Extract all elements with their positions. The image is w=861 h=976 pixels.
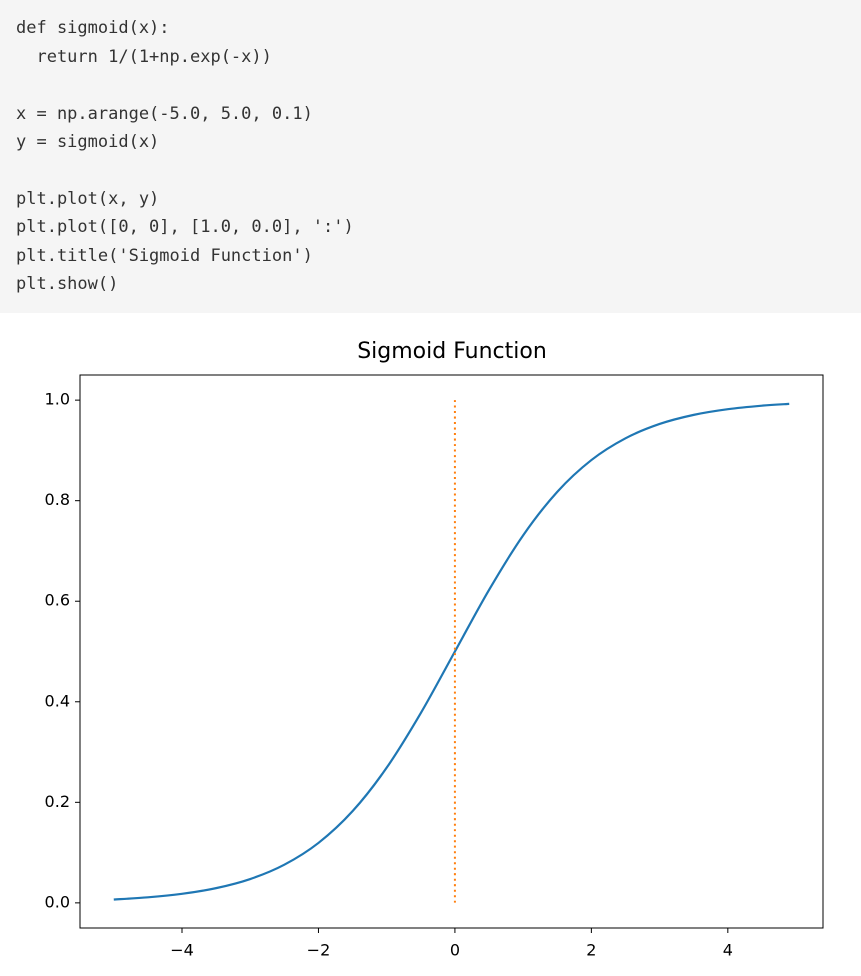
y-tick-label: 0.8 bbox=[45, 490, 70, 509]
code-line: plt.show() bbox=[16, 274, 118, 294]
code-cell bbox=[0, 0, 861, 313]
chart-title: Sigmoid Function bbox=[357, 339, 547, 364]
y-tick-label: 0.2 bbox=[45, 792, 70, 811]
x-tick-label: 2 bbox=[586, 941, 596, 960]
x-tick-label: −4 bbox=[170, 941, 194, 960]
x-tick-label: 4 bbox=[723, 941, 733, 960]
y-tick-label: 0.0 bbox=[45, 892, 70, 911]
x-tick-label: 0 bbox=[450, 941, 460, 960]
y-tick-label: 0.6 bbox=[45, 591, 70, 610]
code-line: x = np.arange(-5.0, 5.0, 0.1) bbox=[16, 104, 313, 124]
line-series bbox=[113, 402, 790, 901]
x-tick-label: −2 bbox=[307, 941, 331, 960]
code-line: return 1/(1+np.exp(-x)) bbox=[16, 47, 272, 67]
code-line: plt.title('Sigmoid Function') bbox=[16, 246, 313, 266]
y-tick-label: 0.4 bbox=[45, 691, 70, 710]
code-line: plt.plot(x, y) bbox=[16, 189, 159, 209]
code-line: def sigmoid(x): bbox=[16, 18, 170, 38]
code-line: plt.plot([0, 0], [1.0, 0.0], ':') bbox=[16, 217, 354, 237]
axes-frame bbox=[79, 374, 824, 929]
y-tick-label: 1.0 bbox=[45, 390, 70, 409]
code-line: y = sigmoid(x) bbox=[16, 132, 159, 152]
